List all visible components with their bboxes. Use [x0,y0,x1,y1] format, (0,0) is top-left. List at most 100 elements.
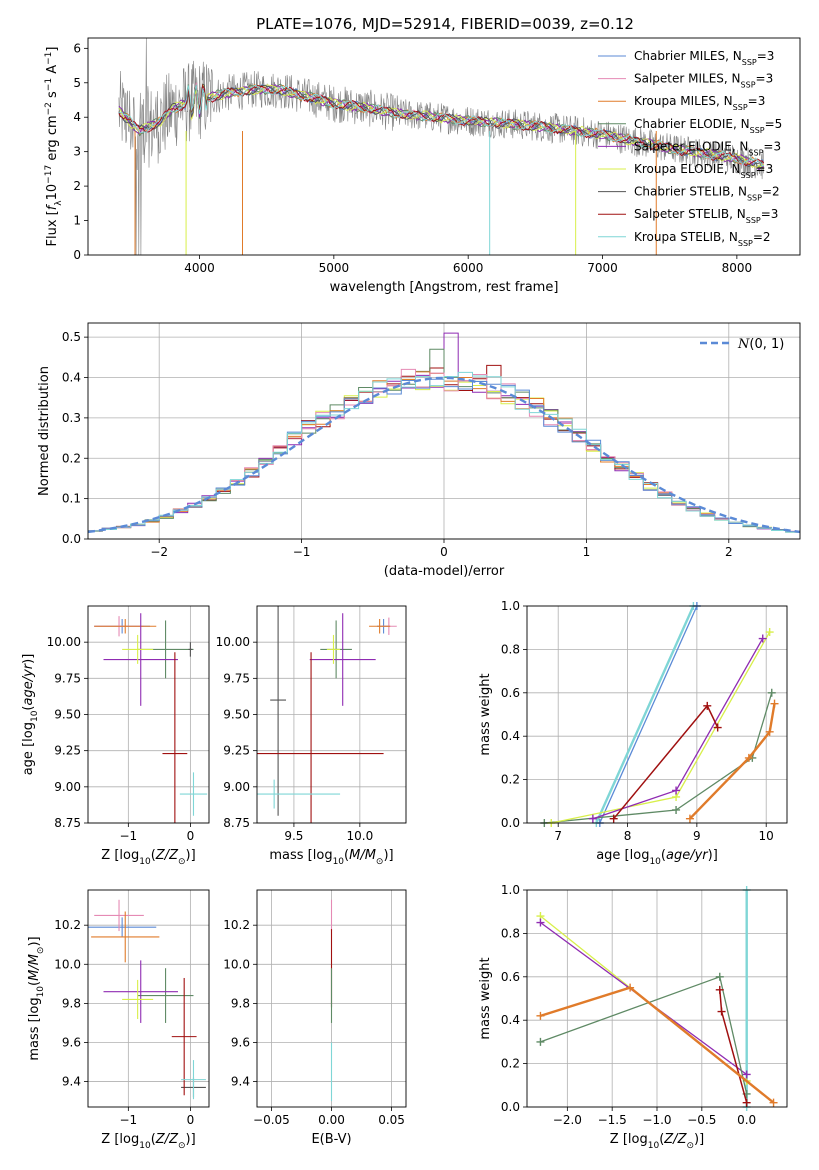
y-tick-label: 0.4 [501,729,520,743]
y-tick-label: 0.6 [501,686,520,700]
y-tick-label: 8.75 [54,816,81,830]
mw-marker-salpeter_elodie [536,918,545,927]
y-tick-label: 2 [73,179,81,193]
age_vs_mass-frame [256,605,407,824]
y-tick-label: 0.5 [62,330,81,344]
legend-label: Kroupa MILES, NSSP=3 [634,94,765,112]
x-tick-label: 8 [624,829,632,843]
mw-line-kroupa_miles [689,703,776,820]
y-tick-label: 0.4 [501,1013,520,1027]
mass_vs_Z-grid [88,890,209,1107]
mw-marker-salpeter_stelib [609,814,618,823]
spectrum-xlabel: wavelength [Angstrom, rest frame] [330,280,559,295]
y-tick-label: 9.8 [62,996,81,1010]
spectrum-ylabel: Flux [fλ10−17 erg cm−2 s−1 A−1] [44,47,64,247]
y-tick-label: 9.75 [223,671,250,685]
y-tick-label: 0 [73,248,81,262]
x-tick-label: 8000 [722,261,753,275]
age_vs_Z-frame [87,605,210,824]
y-tick-label: 5 [73,76,81,90]
x-tick-label: 7 [554,829,562,843]
y-tick-label: 0.2 [62,451,81,465]
mw-marker-chabrier_elodie [767,688,776,697]
mass_vs_Z-ylabel: mass [log10(M/M⊙)] [27,936,46,1060]
y-tick-label: 9.25 [54,744,81,758]
mw-marker-kroupa_miles [769,1098,778,1107]
y-tick-label: 0.2 [501,773,520,787]
y-tick-label: 1.0 [501,883,520,897]
mass_vs_ebv-frame [256,889,407,1108]
y-tick-label: 9.6 [62,1035,81,1049]
mw-marker-kroupa_miles [685,814,694,823]
mw-marker-kroupa_elodie [765,628,774,637]
massweight_vs_Z-ylabel: mass weight [478,957,493,1039]
residual_hist-frame [87,322,801,540]
x-tick-label: 10.0 [346,829,373,843]
legend-label: Kroupa ELODIE, NSSP=3 [634,162,773,180]
x-tick-label: 0.0 [737,1113,756,1127]
y-tick-label: 9.75 [54,671,81,685]
mw-marker-salpeter_stelib [717,1007,726,1016]
mw-marker-kroupa_miles [770,699,779,708]
x-tick-label: 0 [187,829,195,843]
massweight_vs_age-ylabel: mass weight [478,673,493,755]
x-tick-label: 7000 [587,261,618,275]
age_vs_Z-panel: −1 0 8.75 9.00 9.25 9.50 9.75 10.00 Z [log10(Z/Z… [21,605,210,867]
y-tick-label: 6 [73,41,81,55]
legend-label: Chabrier ELODIE, NSSP=5 [634,117,782,135]
x-tick-label: −2 [150,545,168,559]
x-tick-label: −2.0 [553,1113,582,1127]
x-tick-label: −0.5 [687,1113,716,1127]
mw-marker-kroupa_miles [765,727,774,736]
mw-marker-salpeter_stelib [703,701,712,710]
y-tick-label: 0.0 [62,532,81,546]
mw-line-chabrier_elodie [544,692,773,823]
mw-marker-salpeter_stelib [742,1098,751,1107]
spectrum-legend: Chabrier MILES, NSSP=3 Salpeter MILES, NS… [598,49,782,247]
y-tick-label: 10.0 [54,957,81,971]
mw-marker-salpeter_elodie [672,786,681,795]
mw-marker-kroupa_miles [626,983,635,992]
y-tick-label: 8.75 [223,816,250,830]
hist-legend-label: N(0, 1) [737,337,784,352]
x-tick-label: −1 [119,829,137,843]
spectrum-title: PLATE=1076, MJD=52914, FIBERID=0039, z=0… [256,15,634,33]
age_vs_mass-grid [257,606,406,824]
y-tick-label: 0.8 [501,642,520,656]
y-tick-label: 9.00 [54,780,81,794]
mass_vs_Z-xlabel: Z [log10(Z/Z⊙)] [101,1132,195,1151]
y-tick-label: 0.3 [62,411,81,425]
y-tick-label: 0.6 [501,970,520,984]
mw-marker-salpeter_elodie [742,1070,751,1079]
mw-marker-chabrier_elodie [536,1037,545,1046]
mw-marker-salpeter_elodie [588,814,597,823]
age_vs_Z-ylabel: age [log10(age/yr)] [21,654,40,776]
x-tick-label: −1.0 [642,1113,671,1127]
mw-marker-chabrier_elodie [672,805,681,814]
legend-label: Kroupa STELIB, NSSP=2 [634,230,771,248]
hist-ylabel: Normed distribution [37,366,52,496]
y-tick-label: 9.50 [54,708,81,722]
mass_vs_Z-panel: −1 0 9.4 9.6 9.8 10.0 10.2 Z [log10(Z/Z⊙)] mass … [27,889,210,1151]
x-tick-label: 9.5 [284,829,303,843]
massweight_vs_age-xlabel: age [log10(age/yr)] [596,848,718,867]
normal-curve [88,376,800,534]
mw-marker-chabrier_elodie [715,972,724,981]
legend-label: Chabrier MILES, NSSP=3 [634,49,774,67]
y-tick-label: 0.1 [62,492,81,506]
y-tick-label: 9.00 [223,780,250,794]
legend-label: Salpeter STELIB, NSSP=3 [634,207,778,225]
residual_hist-panel: −2 −1 0 1 2 0.0 0.1 0.2 0.3 0.4 0.5 (data-model)/er… [37,322,801,579]
mass_vs_Z-frame [87,889,210,1108]
massweight_vs_age-panel: 7 8 9 10 0.0 0.2 0.4 0.6 0.8 1.0 age [log10(age/yr… [478,599,788,867]
spectrum-panel: 4000 5000 6000 7000 8000 0 1 2 3 4 5 6 wavelength [A… [44,37,801,295]
x-tick-label: 0 [440,545,448,559]
age_vs_Z-xlabel: Z [log10(Z/Z⊙)] [101,848,195,867]
legend-label: Salpeter MILES, NSSP=3 [634,72,773,90]
spectrum-frame [87,37,801,256]
x-tick-label: 0.05 [378,1113,405,1127]
x-tick-label: −1 [119,1113,137,1127]
x-tick-label: 4000 [184,261,215,275]
x-tick-label: 0.00 [318,1113,345,1127]
